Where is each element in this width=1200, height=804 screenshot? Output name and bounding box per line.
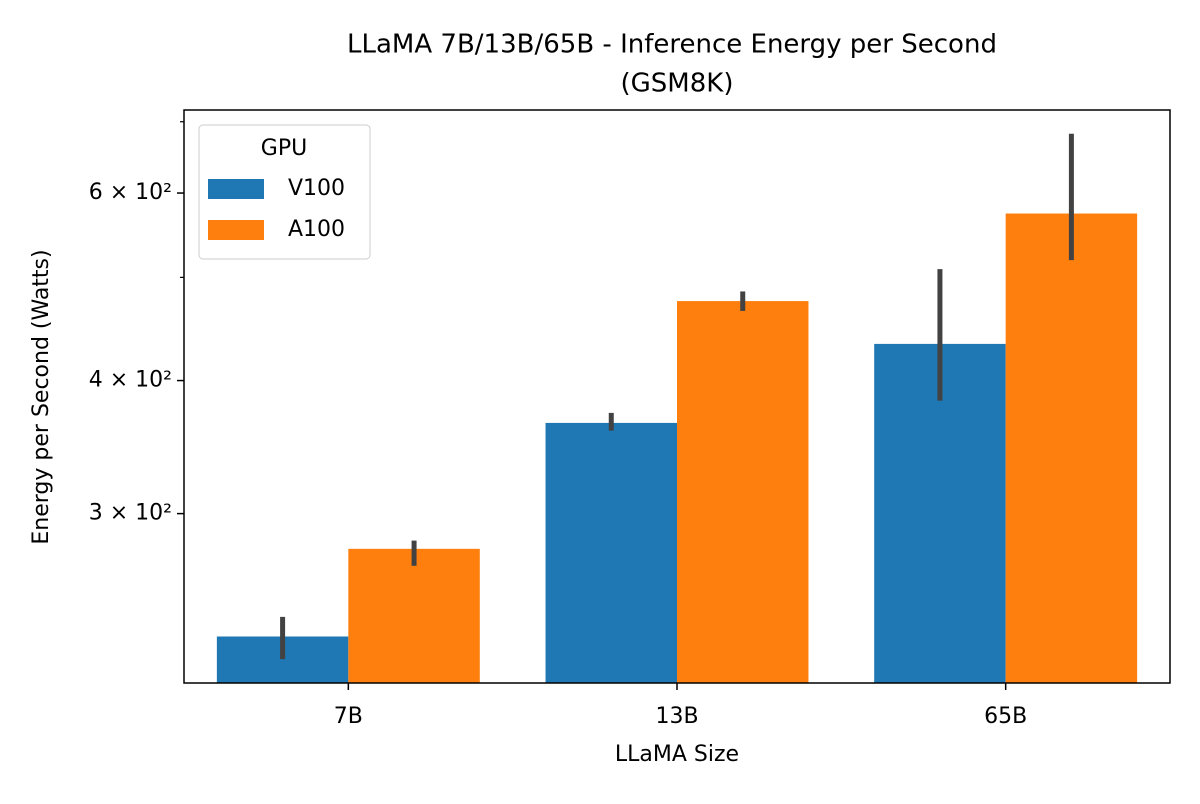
y-tick-label: 4 × 10² (89, 368, 172, 393)
y-tick-label: 3 × 10² (89, 501, 172, 526)
plot-frame (183, 109, 1171, 684)
x-axis-label: LLaMA Size (615, 742, 739, 767)
y-axis-label: Energy per Second (Watts) (29, 249, 54, 544)
legend-swatch (208, 220, 264, 240)
x-tick-label: 13B (655, 704, 698, 729)
bar (545, 422, 677, 683)
chart-title: (GSM8K) (621, 69, 734, 99)
y-tick-label: 6 × 10² (89, 180, 172, 205)
legend-label: A100 (288, 217, 345, 242)
x-tick-label: 7B (334, 704, 363, 729)
legend-title: GPU (261, 136, 307, 161)
bar (1005, 213, 1138, 683)
bar (677, 301, 809, 683)
chart-title: LLaMA 7B/13B/65B - Inference Energy per … (347, 30, 997, 60)
legend-swatch (208, 179, 264, 199)
legend-label: V100 (288, 176, 345, 201)
x-tick-label: 65B (984, 704, 1027, 729)
bar (348, 548, 480, 683)
